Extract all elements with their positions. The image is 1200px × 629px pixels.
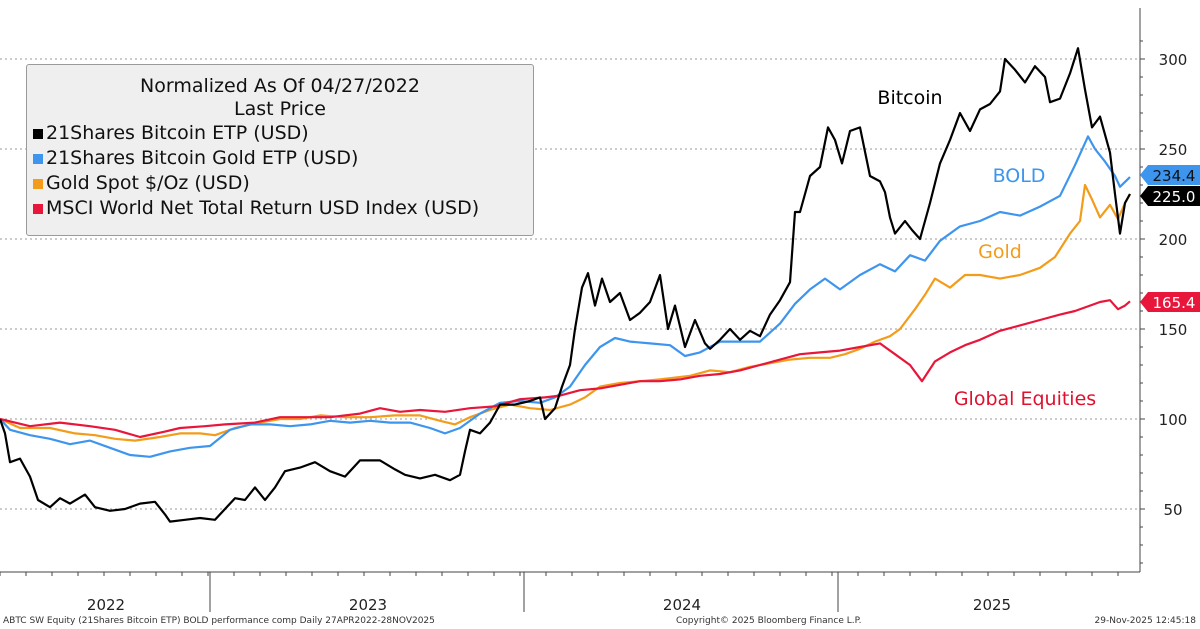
series-label-gold: Gold (978, 241, 1022, 263)
legend-swatch (33, 153, 43, 164)
badge-shape (1140, 292, 1200, 312)
footer-timestamp: 29-Nov-2025 12:45:18 (1094, 616, 1196, 626)
series-lines (0, 47, 1131, 523)
y-tick-label: 250 (1159, 141, 1188, 159)
legend-title: Normalized As Of 04/27/2022 (140, 75, 420, 97)
y-tick-label: 200 (1159, 231, 1188, 249)
legend-swatch (33, 178, 43, 189)
y-tick-label: 100 (1159, 411, 1188, 429)
badge-value: 165.4 (1153, 294, 1196, 312)
x-axis: 2022 2023 2024 2025 (0, 571, 1140, 614)
footer-source: ABTC SW Equity (21Shares Bitcoin ETP) BO… (3, 616, 435, 626)
badge-shape (1140, 165, 1200, 185)
series-line-global-equities (0, 299, 1131, 439)
badge-global-equities: 165.4 (1140, 292, 1200, 312)
x-tick-label: 2024 (663, 596, 701, 614)
y-tick-label: 300 (1159, 51, 1188, 69)
series-label-bold: BOLD (993, 165, 1046, 187)
legend-item-msci: MSCI World Net Total Return USD Index (U… (27, 196, 533, 221)
y-tick-label: 150 (1159, 321, 1188, 339)
legend-item-bitcoin: 21Shares Bitcoin ETP (USD) (27, 121, 533, 146)
badge-bitcoin: 225.0 (1140, 186, 1200, 206)
legend-item-bold: 21Shares Bitcoin Gold ETP (USD) (27, 146, 533, 171)
badge-bold: 234.4 (1140, 165, 1200, 185)
legend-label: MSCI World Net Total Return USD Index (U… (46, 197, 480, 219)
x-tick-label: 2025 (973, 596, 1011, 614)
last-value-badges: 234.4 225.0 165.4 (1140, 165, 1200, 312)
series-label-global-equities: Global Equities (954, 388, 1096, 410)
legend-swatch (33, 128, 43, 139)
legend-label: Gold Spot $/Oz (USD) (46, 172, 250, 194)
legend-box: Normalized As Of 04/27/2022 Last Price 2… (26, 64, 534, 236)
y-axis: 50 100 150 200 250 300 (1139, 8, 1188, 572)
badge-value: 234.4 (1153, 167, 1196, 185)
series-line-bold (0, 135, 1131, 458)
badge-value: 225.0 (1153, 188, 1196, 206)
x-tick-label: 2022 (87, 596, 125, 614)
legend-label: 21Shares Bitcoin Gold ETP (USD) (46, 147, 359, 169)
series-label-bitcoin: Bitcoin (877, 87, 942, 109)
y-tick-label: 50 (1163, 501, 1182, 519)
series-line-bitcoin (0, 47, 1131, 523)
legend-swatch (33, 203, 43, 214)
badge-shape (1140, 186, 1200, 206)
legend-subtitle: Last Price (234, 98, 326, 120)
x-tick-label: 2023 (349, 596, 387, 614)
legend-label: 21Shares Bitcoin ETP (USD) (46, 122, 309, 144)
legend-item-gold: Gold Spot $/Oz (USD) (27, 171, 533, 196)
series-labels: Bitcoin BOLD Gold Global Equities (877, 87, 1096, 410)
footer-copyright: Copyright© 2025 Bloomberg Finance L.P. (676, 616, 862, 626)
